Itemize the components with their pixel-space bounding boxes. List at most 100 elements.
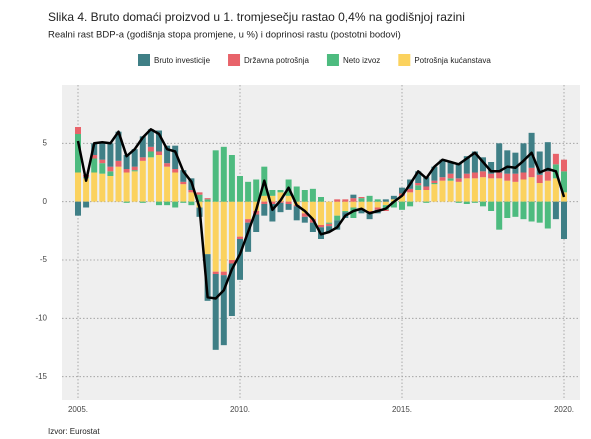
bar-segment [544, 142, 551, 172]
bar-segment [212, 201, 219, 272]
bar-segment [334, 199, 341, 202]
bar-segment [309, 222, 316, 232]
bar-segment [139, 160, 146, 202]
bar-segment [228, 260, 235, 264]
bar-segment [504, 201, 511, 218]
bar-segment [423, 190, 430, 202]
bar-segment [358, 208, 365, 214]
bar-segment [131, 166, 138, 171]
bar-segment [488, 201, 495, 211]
bar-segment [131, 170, 138, 172]
bar-segment [512, 201, 519, 217]
bar-segment [480, 201, 486, 207]
bar-segment [318, 225, 324, 228]
bar-segment [374, 201, 381, 208]
bar-segment [552, 201, 559, 220]
bar-segment [496, 172, 503, 179]
bar-segment [488, 178, 495, 202]
bar-segment [415, 171, 422, 183]
bar-segment [528, 201, 535, 222]
bar-segment [196, 192, 203, 195]
y-tick-label: -5 [40, 255, 48, 264]
bar-segment [350, 201, 357, 208]
bar-segment [544, 201, 551, 229]
bar-segment [75, 127, 81, 134]
bar-segment [447, 180, 454, 202]
plot-background [62, 85, 580, 400]
bar-segment [471, 178, 478, 202]
y-tick-label: -15 [35, 372, 47, 381]
bar-segment [407, 192, 414, 202]
bar-segment [382, 199, 389, 202]
bar-segment [188, 192, 195, 202]
bar-segment [220, 146, 227, 202]
bar-segment [309, 188, 316, 202]
legend-label: Potrošnja kućanstava [414, 56, 491, 65]
bar-segment [301, 216, 308, 223]
bar-segment [237, 236, 243, 239]
bar-segment [471, 151, 478, 173]
bar-segment [139, 136, 146, 158]
bar-segment [91, 172, 98, 202]
bar-segment [107, 176, 114, 202]
bar-segment [496, 143, 503, 173]
bar-segment [528, 177, 535, 202]
bar-segment [431, 184, 438, 202]
bar-segment [261, 201, 268, 204]
x-tick-label: 2020. [554, 405, 574, 414]
bar-segment [504, 173, 511, 181]
bar-segment [471, 201, 478, 203]
legend-swatch [326, 54, 339, 66]
bar-segment [123, 169, 130, 173]
bar-segment [115, 160, 122, 167]
bar-segment [237, 176, 243, 202]
bar-segment [455, 181, 462, 202]
bar-segment [390, 195, 397, 200]
bar-segment [552, 178, 559, 202]
bar-segment [366, 213, 373, 220]
bar-segment [423, 186, 430, 190]
bar-segment [164, 201, 171, 206]
bar-segment [480, 177, 486, 202]
bar-segment [447, 162, 454, 174]
bar-segment [447, 178, 454, 181]
bar-segment [188, 201, 195, 206]
bar-segment [204, 254, 211, 301]
bar-segment [115, 131, 122, 161]
bar-segment [520, 201, 527, 220]
bar-segment [156, 201, 162, 206]
bar-segment [455, 178, 462, 182]
bar-segment [463, 178, 470, 202]
bar-segment [91, 158, 98, 173]
bar-segment [172, 145, 179, 169]
bar-segment [415, 185, 422, 190]
bar-segment [463, 201, 470, 204]
bar-segment [431, 180, 438, 183]
bar-segment [309, 201, 316, 220]
bar-segment [99, 173, 106, 202]
bar-segment [269, 201, 276, 204]
bar-segment [204, 201, 211, 255]
bar-segment [261, 204, 268, 216]
bar-segment [488, 162, 495, 174]
bar-segment [480, 157, 486, 172]
bar-segment [172, 201, 179, 208]
bar-segment [156, 130, 162, 152]
bar-segment [439, 159, 446, 178]
bar-segment [520, 172, 527, 180]
bar-segment [164, 145, 171, 164]
bar-segment [301, 213, 308, 217]
bar-segment [447, 173, 454, 179]
bar-segment [358, 201, 365, 209]
legend-label: Bruto investicije [154, 56, 211, 65]
bar-segment [164, 166, 171, 202]
bar-segment [520, 179, 527, 202]
legend-label: Državna potrošnja [244, 56, 309, 65]
bar-segment [471, 172, 478, 179]
legend-swatch [228, 54, 241, 66]
bar-segment [75, 134, 81, 173]
bar-segment [399, 201, 405, 210]
bar-segment [204, 199, 211, 202]
bar-segment [75, 172, 81, 202]
chart-subtitle: Realni rast BDP-a (godišnja stopa promje… [48, 30, 401, 41]
